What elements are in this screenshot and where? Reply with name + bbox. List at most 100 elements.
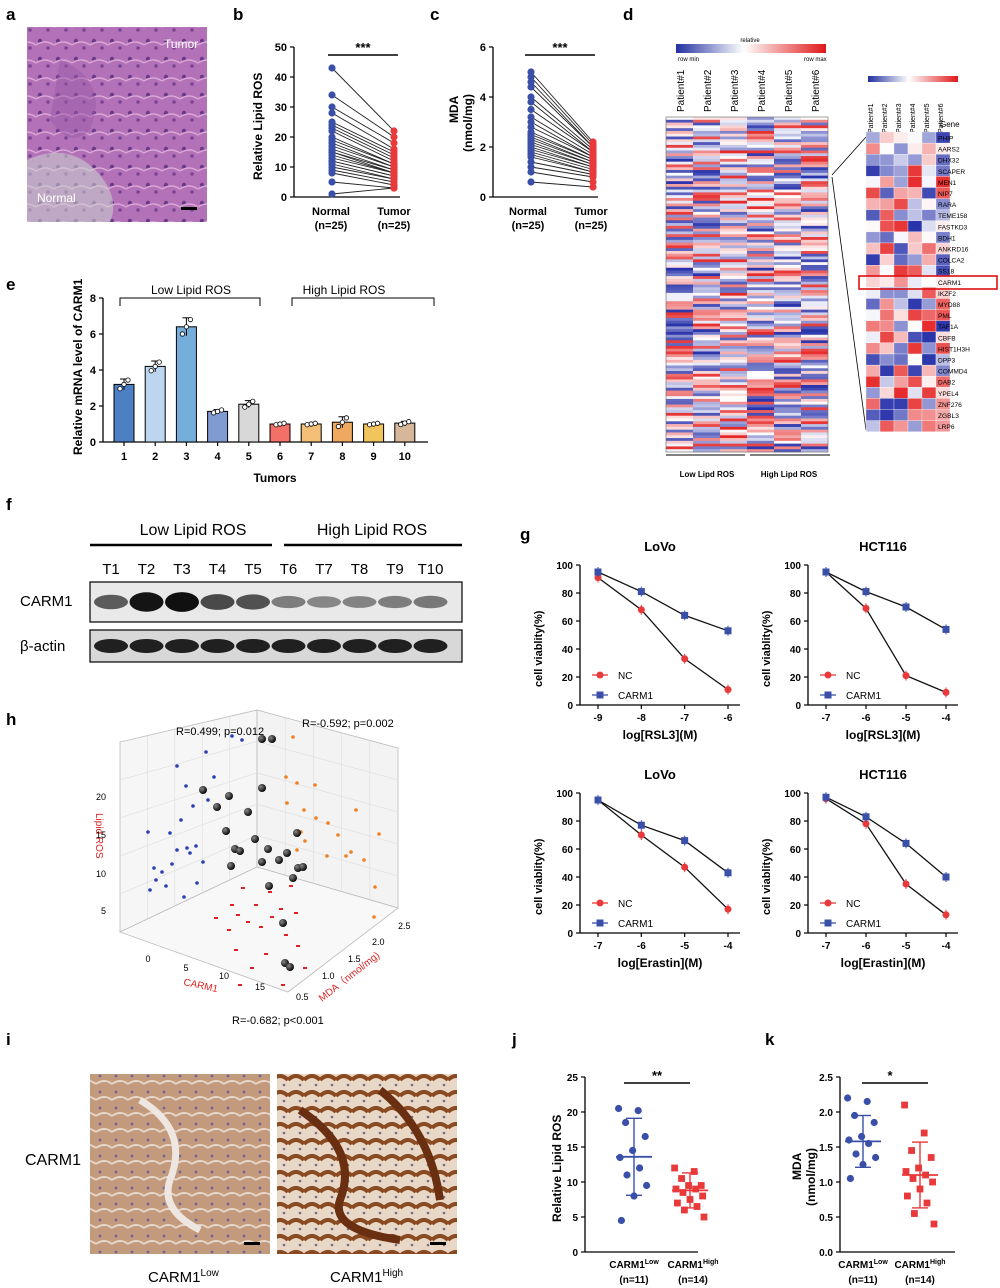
heatmap-cell bbox=[774, 326, 801, 330]
paired-line bbox=[530, 139, 594, 163]
patient-label: Patient#3 bbox=[730, 69, 741, 112]
zoom-cell bbox=[893, 342, 909, 355]
panel-c-y-tick-label: 2 bbox=[480, 142, 486, 154]
zoom-cell bbox=[865, 364, 881, 377]
heatmap-cell bbox=[666, 295, 693, 299]
blue-point bbox=[195, 881, 199, 885]
heatmap-cell bbox=[720, 117, 747, 121]
heatmap-cell bbox=[693, 220, 720, 224]
bar-point bbox=[281, 420, 287, 426]
heatmap-cell bbox=[747, 412, 774, 417]
heatmap-cell bbox=[720, 426, 747, 430]
heatmap-cell bbox=[747, 362, 774, 366]
heatmap-cell bbox=[801, 329, 828, 333]
black-point bbox=[275, 856, 283, 864]
viability-y-tick-label: 60 bbox=[790, 845, 802, 856]
heatmap-cell bbox=[693, 225, 720, 229]
heatmap-cell bbox=[774, 348, 801, 352]
carm1-band bbox=[307, 596, 341, 608]
zoom-cell bbox=[921, 309, 937, 321]
viability-y-tick-label: 0 bbox=[795, 929, 801, 940]
heatmap-cell bbox=[693, 376, 720, 380]
low-point bbox=[615, 1104, 623, 1113]
heatmap-cell bbox=[720, 292, 747, 296]
viability-y-tick-label: 60 bbox=[562, 617, 574, 628]
normal-point bbox=[328, 190, 336, 198]
heatmap-cell bbox=[720, 211, 747, 216]
heatmap-cell bbox=[666, 371, 693, 375]
heatmap-cell bbox=[774, 449, 801, 453]
x-tick-label: 8 bbox=[339, 451, 345, 463]
panel-c-chart: MDA (nmol/mg) 0 2 4 6 *** Normal Tumor (n=2… bbox=[447, 40, 608, 232]
normal-point bbox=[328, 109, 336, 117]
gene-label: DPP3 bbox=[938, 358, 956, 365]
heatmap-cell bbox=[747, 150, 774, 154]
x-tick-label: 10 bbox=[219, 971, 229, 981]
red-point bbox=[294, 912, 298, 914]
heatmap-cell bbox=[720, 298, 747, 302]
heatmap-cell bbox=[720, 415, 747, 419]
heatmap-cell bbox=[747, 312, 774, 316]
heatmap-cell bbox=[774, 446, 801, 450]
blue-point bbox=[240, 738, 244, 742]
blue-point bbox=[152, 866, 156, 870]
y-ticks: 0 20 40 60 80 100 bbox=[784, 561, 808, 712]
panel-letter-d: d bbox=[623, 5, 633, 24]
heatmap-cell bbox=[720, 315, 747, 319]
carm1-point bbox=[724, 869, 732, 877]
heatmap-cell bbox=[747, 267, 774, 271]
normal-point bbox=[328, 178, 336, 186]
heatmap-cell bbox=[747, 192, 774, 196]
blue-point bbox=[148, 888, 152, 892]
gene-label: IKZF2 bbox=[938, 291, 956, 298]
zoom-cell bbox=[879, 131, 895, 144]
heatmap-cell bbox=[774, 343, 801, 347]
orange-point bbox=[377, 832, 381, 836]
heatmap-cell bbox=[666, 398, 693, 403]
zoom-cell bbox=[893, 309, 909, 321]
heatmap-cell bbox=[720, 424, 747, 428]
zoom-patient-label: Patient#5 bbox=[924, 103, 931, 133]
heatmap-cell bbox=[774, 264, 801, 269]
x-tick-label: -7 bbox=[680, 713, 689, 724]
heatmap-cell bbox=[720, 306, 747, 310]
zoom-cell bbox=[921, 253, 937, 266]
paired-line bbox=[530, 171, 594, 183]
heatmap-cell bbox=[747, 329, 774, 333]
panel-k-y-tick-label: 0.0 bbox=[819, 1248, 833, 1259]
heatmap-cell bbox=[747, 242, 774, 246]
nc-point bbox=[594, 574, 602, 582]
heatmap-cell bbox=[801, 195, 828, 199]
panel-c-group-tumor: Tumor bbox=[574, 206, 608, 218]
heatmap-cell bbox=[666, 446, 693, 450]
heatmap-cell bbox=[774, 278, 801, 283]
paired-line bbox=[331, 139, 395, 165]
bar-point bbox=[343, 415, 349, 421]
bar bbox=[363, 423, 385, 443]
heatmap-cell bbox=[774, 438, 801, 442]
heatmap-cell bbox=[801, 203, 828, 207]
heatmap-cell bbox=[720, 142, 747, 146]
heatmap-cell bbox=[774, 234, 801, 238]
panel-j-g2: CARM1High bbox=[667, 1259, 718, 1271]
ihc-low-caption: CARM1Low bbox=[148, 1268, 220, 1286]
panel-k-g1: CARM1Low bbox=[838, 1259, 888, 1271]
zoom-cell bbox=[893, 276, 909, 288]
heatmap-cell bbox=[747, 206, 774, 210]
ihc-low-lumen bbox=[138, 1096, 202, 1234]
zoom-cell bbox=[879, 220, 895, 233]
bar-point bbox=[242, 404, 248, 410]
heatmap-cell bbox=[666, 318, 693, 322]
heatmap-cell bbox=[693, 424, 720, 428]
heatmap-cell bbox=[747, 264, 774, 269]
heatmap-cell bbox=[747, 390, 774, 394]
black-point bbox=[251, 835, 259, 843]
he-gland bbox=[50, 60, 96, 138]
heatmap-cell bbox=[801, 415, 828, 419]
blue-point bbox=[201, 860, 205, 864]
paired-line bbox=[530, 151, 594, 170]
heatmap-cell bbox=[666, 429, 693, 433]
zoom-cell bbox=[879, 198, 895, 210]
heatmap-cell bbox=[747, 228, 774, 232]
heatmap-cell bbox=[720, 234, 747, 238]
